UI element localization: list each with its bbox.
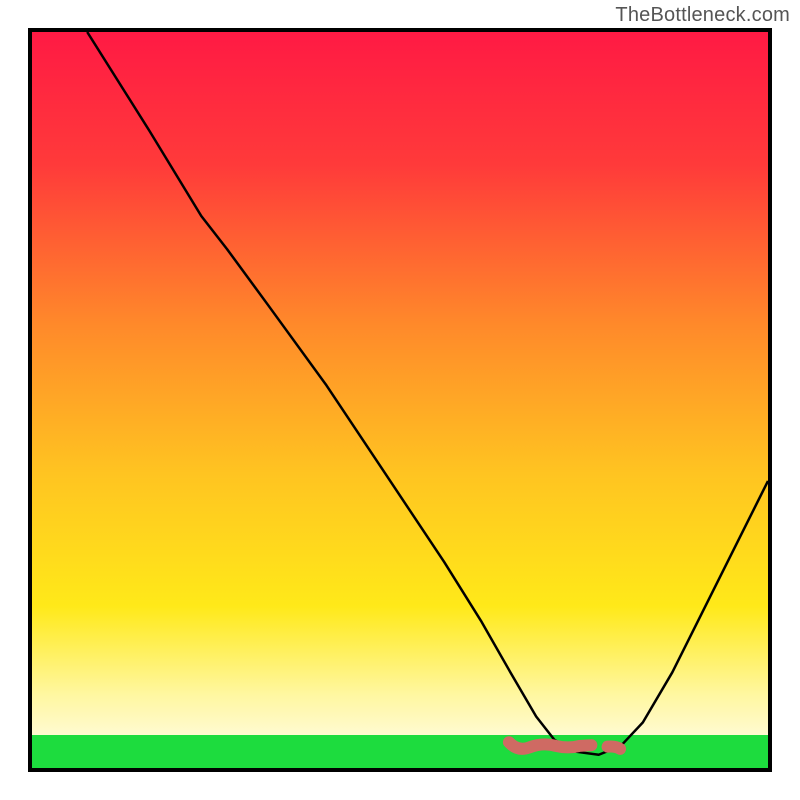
canvas: TheBottleneck.com	[0, 0, 800, 800]
plot-border	[28, 768, 772, 772]
plot-area	[28, 28, 772, 772]
plot-border	[768, 28, 772, 772]
watermark-text: TheBottleneck.com	[615, 4, 790, 27]
plot-border	[28, 28, 32, 772]
valley-marker	[32, 32, 768, 768]
plot-border	[28, 28, 772, 32]
